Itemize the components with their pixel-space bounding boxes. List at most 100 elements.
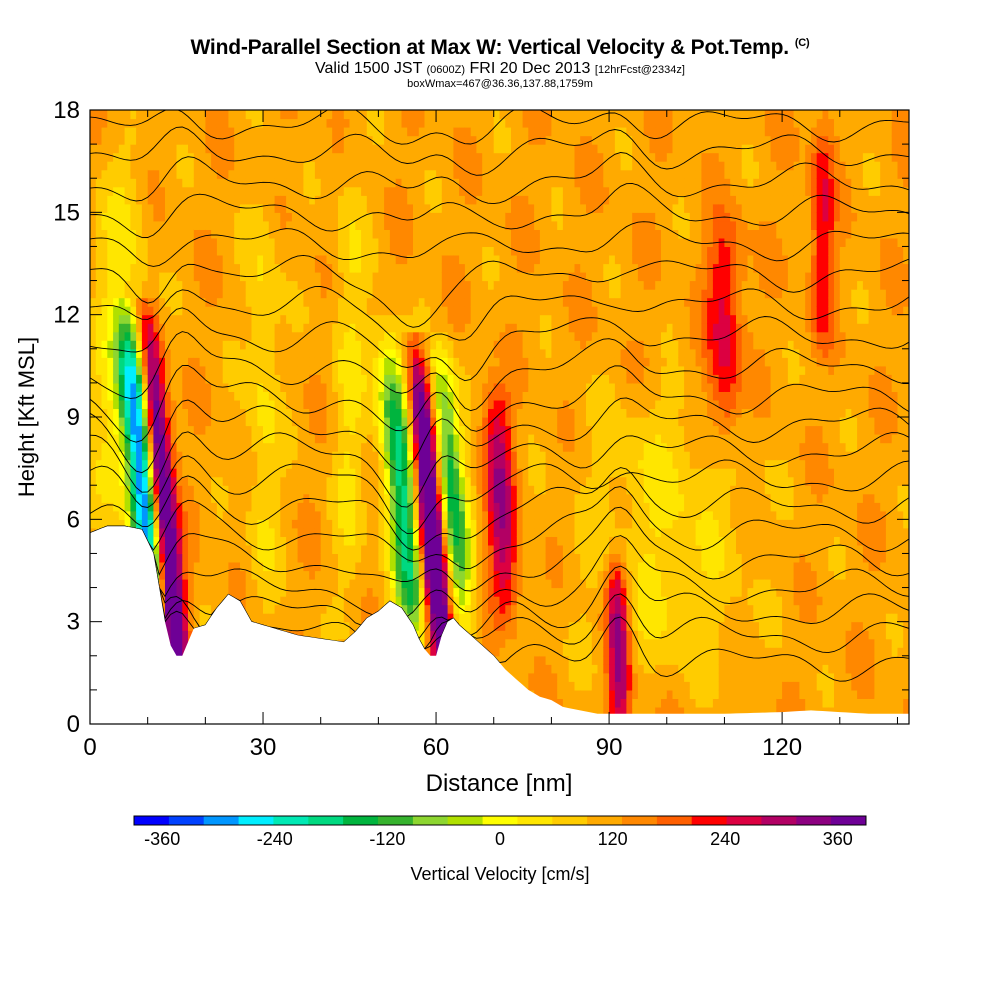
velocity-cell	[280, 195, 287, 205]
velocity-cell	[199, 365, 206, 375]
velocity-cell	[291, 391, 299, 401]
velocity-cell	[291, 195, 299, 205]
velocity-cell	[384, 365, 391, 375]
velocity-cell	[165, 536, 172, 546]
velocity-cell	[124, 348, 131, 358]
velocity-cell	[170, 459, 178, 469]
velocity-cell	[193, 399, 201, 409]
velocity-cell	[447, 459, 454, 469]
velocity-cell	[165, 237, 172, 247]
velocity-cell	[199, 323, 206, 333]
velocity-cell	[401, 382, 408, 392]
velocity-cell	[413, 348, 420, 358]
velocity-cell	[482, 289, 489, 299]
velocity-cell	[268, 152, 276, 162]
velocity-cell	[159, 127, 166, 137]
velocity-cell	[297, 186, 304, 196]
velocity-cell	[268, 451, 276, 461]
velocity-cell	[407, 195, 414, 205]
velocity-cell	[136, 459, 143, 469]
velocity-cell	[361, 399, 368, 409]
velocity-cell	[118, 331, 126, 341]
velocity-cell	[286, 587, 293, 597]
velocity-cell	[274, 127, 281, 137]
velocity-cell	[395, 399, 403, 409]
velocity-cell	[176, 544, 183, 554]
velocity-cell	[314, 519, 322, 529]
velocity-cell	[378, 459, 385, 469]
velocity-cell	[372, 399, 379, 409]
velocity-cell	[297, 476, 304, 486]
velocity-cell	[193, 570, 201, 580]
velocity-cell	[95, 263, 103, 273]
velocity-cell	[389, 331, 397, 341]
velocity-cell	[153, 186, 160, 196]
velocity-cell	[170, 476, 178, 486]
velocity-cell	[361, 348, 368, 358]
velocity-cell	[274, 118, 281, 128]
velocity-cell	[245, 596, 253, 606]
velocity-cell	[326, 186, 333, 196]
velocity-cell	[170, 391, 178, 401]
velocity-cell	[95, 135, 103, 145]
velocity-cell	[165, 212, 172, 222]
velocity-cell	[228, 544, 235, 554]
velocity-cell	[170, 135, 178, 145]
velocity-cell	[124, 161, 131, 171]
velocity-cell	[95, 468, 103, 478]
velocity-cell	[464, 374, 472, 384]
velocity-cell	[153, 391, 160, 401]
velocity-cell	[424, 169, 431, 179]
velocity-cell	[476, 596, 483, 606]
velocity-cell	[280, 485, 287, 495]
velocity-cell	[268, 391, 276, 401]
velocity-cell	[263, 144, 270, 154]
velocity-cell	[320, 127, 328, 137]
velocity-cell	[257, 553, 264, 563]
velocity-cell	[245, 502, 253, 512]
velocity-cell	[274, 527, 281, 537]
velocity-cell	[488, 579, 495, 589]
velocity-cell	[430, 613, 437, 623]
velocity-cell	[418, 544, 426, 554]
velocity-cell	[338, 425, 345, 435]
velocity-cell	[447, 374, 454, 384]
velocity-cell	[453, 297, 460, 307]
velocity-cell	[320, 425, 328, 435]
velocity-cell	[343, 272, 351, 282]
velocity-cell	[286, 280, 293, 290]
velocity-cell	[245, 417, 253, 427]
velocity-cell	[222, 237, 230, 247]
velocity-cell	[320, 357, 328, 367]
velocity-cell	[464, 493, 472, 503]
velocity-cell	[182, 169, 189, 179]
velocity-cell	[268, 186, 276, 196]
velocity-cell	[205, 391, 212, 401]
velocity-cell	[384, 596, 391, 606]
velocity-cell	[211, 365, 218, 375]
velocity-cell	[147, 246, 155, 256]
velocity-cell	[199, 579, 206, 589]
velocity-cell	[216, 527, 224, 537]
velocity-cell	[90, 493, 97, 503]
velocity-cell	[366, 118, 374, 128]
velocity-cell	[320, 144, 328, 154]
velocity-cell	[413, 212, 420, 222]
velocity-cell	[338, 203, 345, 213]
velocity-cell	[436, 468, 443, 478]
velocity-cell	[453, 289, 460, 299]
velocity-cell	[291, 340, 299, 350]
velocity-cell	[222, 374, 230, 384]
velocity-cell	[251, 255, 258, 265]
velocity-cell	[332, 408, 339, 418]
velocity-cell	[464, 434, 472, 444]
velocity-cell	[372, 544, 379, 554]
velocity-cell	[188, 485, 195, 495]
velocity-cell	[453, 476, 460, 486]
velocity-cell	[280, 510, 287, 520]
velocity-cell	[130, 519, 137, 529]
velocity-cell	[314, 340, 322, 350]
velocity-cell	[320, 289, 328, 299]
velocity-cell	[407, 127, 414, 137]
velocity-cell	[361, 459, 368, 469]
